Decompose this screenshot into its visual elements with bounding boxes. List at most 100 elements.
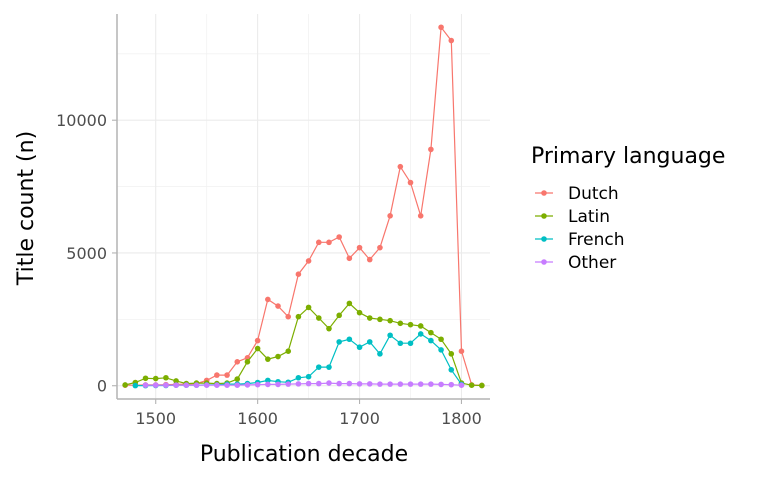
data-point-latin xyxy=(305,304,312,311)
data-point-french xyxy=(417,331,424,337)
axes xyxy=(116,14,490,400)
legend-title: Primary language xyxy=(531,144,725,169)
data-point-dutch xyxy=(234,359,241,365)
y-tick-label: 0 xyxy=(97,377,107,396)
data-point-latin xyxy=(265,356,271,362)
data-point-other xyxy=(417,381,424,387)
data-point-dutch xyxy=(438,24,444,31)
legend-item-dutch: Dutch xyxy=(535,184,619,204)
data-point-dutch xyxy=(275,303,281,309)
data-point-latin xyxy=(356,309,363,316)
data-point-latin xyxy=(387,317,393,324)
x-tick-label: 1600 xyxy=(237,409,278,428)
data-point-french xyxy=(326,364,332,370)
data-point-dutch xyxy=(397,163,404,170)
data-point-french xyxy=(397,340,404,347)
data-point-french xyxy=(295,374,302,381)
series-french xyxy=(132,331,465,389)
data-point-other xyxy=(234,382,241,388)
data-point-latin xyxy=(448,351,455,357)
data-point-latin xyxy=(295,313,302,320)
data-point-french xyxy=(448,366,455,373)
data-point-latin xyxy=(428,329,434,336)
data-point-latin xyxy=(142,375,149,382)
data-point-french xyxy=(305,373,312,380)
data-point-french xyxy=(387,332,393,339)
legend-label: Latin xyxy=(568,207,610,227)
series-latin xyxy=(122,300,485,389)
legend-item-latin: Latin xyxy=(535,207,610,227)
data-point-other xyxy=(448,381,455,388)
data-point-other xyxy=(183,382,190,388)
data-point-dutch xyxy=(346,255,353,262)
data-point-dutch xyxy=(305,258,312,264)
y-axis-title: Title count (n) xyxy=(14,131,39,286)
x-axis-title: Publication decade xyxy=(200,442,408,467)
data-point-french xyxy=(407,340,414,347)
legend-label: Dutch xyxy=(568,184,619,204)
data-point-dutch xyxy=(336,234,342,240)
data-point-other xyxy=(142,382,149,388)
data-point-latin xyxy=(479,382,485,389)
data-point-dutch xyxy=(387,212,393,219)
data-point-dutch xyxy=(448,37,455,44)
data-point-other xyxy=(356,381,363,387)
data-point-other xyxy=(305,380,312,387)
data-point-french xyxy=(438,347,444,353)
data-point-other xyxy=(193,382,200,388)
data-point-dutch xyxy=(458,348,465,355)
data-point-dutch xyxy=(285,313,292,320)
series-layer xyxy=(122,24,485,389)
data-point-latin xyxy=(122,382,128,388)
data-point-other xyxy=(315,380,322,387)
data-point-other xyxy=(295,381,302,387)
data-point-dutch xyxy=(428,146,434,153)
data-point-dutch xyxy=(315,239,322,246)
data-point-other xyxy=(428,381,434,387)
data-point-other xyxy=(265,381,271,388)
x-tick-label: 1700 xyxy=(339,409,380,428)
data-point-latin xyxy=(275,353,281,360)
data-point-french xyxy=(315,364,322,370)
data-point-french xyxy=(265,377,271,384)
data-point-dutch xyxy=(295,271,302,278)
data-point-dutch xyxy=(224,372,230,378)
data-point-other xyxy=(254,381,261,388)
data-point-latin xyxy=(173,378,179,384)
data-point-other xyxy=(224,382,230,388)
x-tick-label: 1800 xyxy=(441,409,482,428)
y-tick-label: 10000 xyxy=(56,111,107,130)
legend-key-point xyxy=(541,259,547,265)
series-line-latin xyxy=(125,302,482,387)
x-tick-label: 1500 xyxy=(135,409,176,428)
data-point-latin xyxy=(417,323,424,329)
data-point-latin xyxy=(407,321,414,328)
data-point-latin xyxy=(163,374,169,381)
data-point-other xyxy=(407,381,414,387)
data-point-other xyxy=(275,381,281,388)
data-point-latin xyxy=(336,312,342,319)
data-point-other xyxy=(438,381,444,388)
data-point-other xyxy=(377,381,383,387)
data-point-dutch xyxy=(417,212,424,219)
y-tick-label: 5000 xyxy=(66,244,107,263)
data-point-dutch xyxy=(407,179,414,186)
data-point-dutch xyxy=(366,256,373,263)
legend-item-french: French xyxy=(535,230,625,250)
data-point-latin xyxy=(397,320,404,327)
data-point-dutch xyxy=(377,244,383,251)
legend: Primary language Dutch Latin French Other xyxy=(531,144,725,273)
data-point-latin xyxy=(315,315,322,321)
data-point-other xyxy=(244,382,251,388)
data-point-french xyxy=(377,351,383,357)
grid-major-lines xyxy=(117,14,490,399)
data-point-other xyxy=(397,381,404,387)
data-point-latin xyxy=(254,345,261,352)
data-point-french xyxy=(346,336,353,343)
data-point-other xyxy=(173,382,179,388)
data-point-french xyxy=(356,344,363,351)
data-point-other xyxy=(458,382,465,388)
axis-ticks xyxy=(112,119,463,404)
data-point-latin xyxy=(285,348,292,355)
